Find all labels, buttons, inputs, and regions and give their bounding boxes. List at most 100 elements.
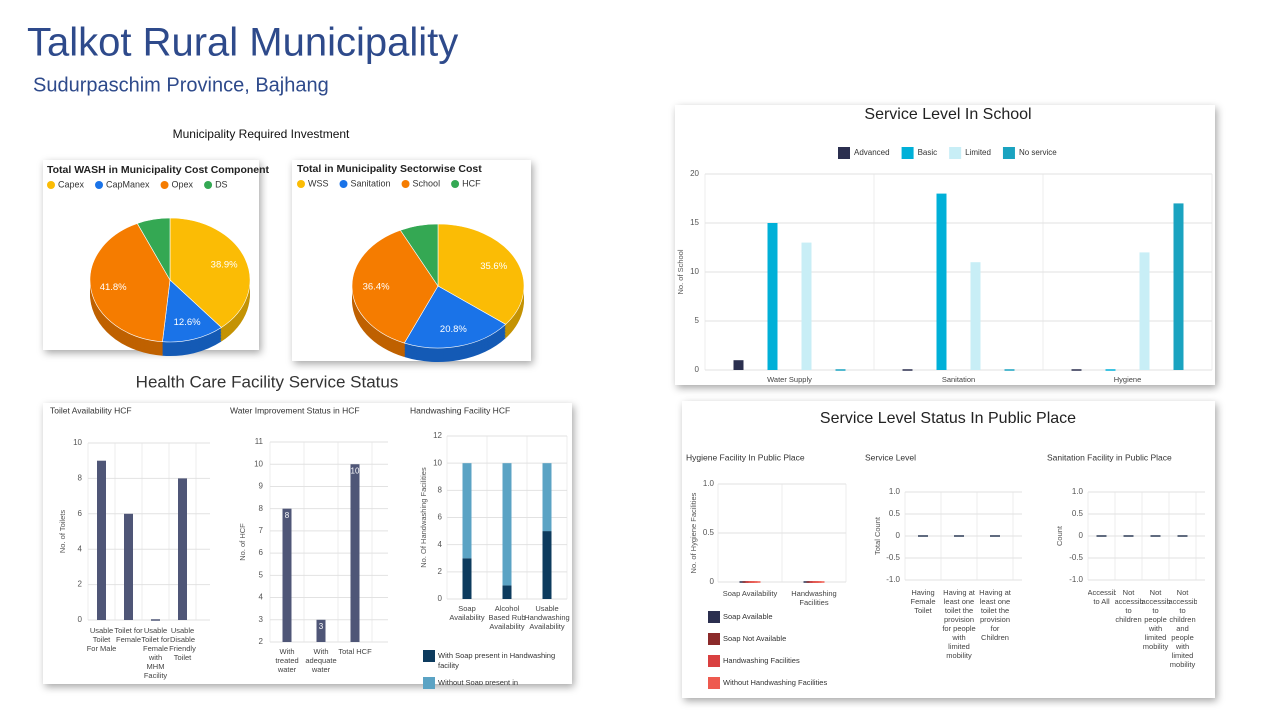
legend-label: Without Handwashing Facilities <box>723 678 828 687</box>
x-tick-label: Hygiene <box>1113 375 1142 384</box>
y-tick-label: 1.0 <box>889 487 901 496</box>
legend-label-box: Soap Not Available <box>723 634 787 643</box>
legend-marker <box>95 181 104 189</box>
legend-marker <box>47 181 55 189</box>
legend-marker <box>423 677 435 689</box>
data-label: 8 <box>285 511 290 520</box>
x-tick-label-box: Not accessible to children and people wi… <box>1169 588 1197 669</box>
bar <box>151 619 160 621</box>
bar <box>97 460 106 620</box>
bar <box>462 463 472 559</box>
x-tick-label-box: Usable Handwashing Availability <box>524 604 569 631</box>
y-tick-label: 6 <box>438 513 443 522</box>
x-tick-label: Soap Availability <box>722 589 778 598</box>
legend-label: WSS <box>308 178 329 188</box>
y-tick-label: -1.0 <box>1069 575 1083 584</box>
bar <box>1096 535 1107 537</box>
y-tick-label: 0 <box>78 615 83 624</box>
bar <box>970 262 981 370</box>
legend-marker <box>339 180 348 188</box>
y-axis-label: No. of School <box>676 249 685 294</box>
pie-slice <box>437 223 525 325</box>
y-tick-label: 5 <box>259 570 264 579</box>
chart-title: Service Level <box>865 452 916 462</box>
bar <box>462 558 472 599</box>
x-tick-label-box: Usable Toilet For Male <box>87 626 117 653</box>
y-tick-label: 2 <box>259 637 264 646</box>
x-tick-label-box: Hygiene <box>1113 375 1142 384</box>
legend-marker <box>297 180 305 188</box>
y-tick-label: 20 <box>690 169 699 178</box>
bar <box>1150 535 1161 537</box>
pie-slice <box>162 279 222 343</box>
chart-title: Toilet Availability HCF <box>50 405 132 415</box>
page-subtitle: Sudurpaschim Province, Bajhang <box>33 74 329 96</box>
x-tick-label-box: Alcohol Based Rub Availability <box>488 604 525 631</box>
x-tick-label-box: With treated water <box>275 647 299 674</box>
legend-label: Soap Not Available <box>723 634 787 643</box>
x-tick-label-box: Handwashing Facilities <box>791 589 836 607</box>
x-tick-label-box: Toilet for Female <box>114 626 142 644</box>
x-tick-label: With treated water <box>275 647 299 674</box>
y-tick-label: 15 <box>690 218 699 227</box>
x-tick-label-box: Sanitation <box>941 375 976 384</box>
bar <box>835 369 846 371</box>
y-tick-label: 4 <box>78 544 83 553</box>
y-tick-label: 0.5 <box>703 528 715 537</box>
pie-slice <box>136 217 171 282</box>
y-axis-label: Count <box>1055 525 1064 546</box>
y-tick-label: 0 <box>695 365 700 374</box>
legend-marker <box>423 650 435 662</box>
bar <box>316 619 326 642</box>
y-tick-label: 10 <box>254 459 263 468</box>
data-label: 41.8% <box>100 282 127 293</box>
legend-label: Sanitation <box>351 178 391 188</box>
bar <box>282 508 292 642</box>
x-tick-label: Usable Disable Friendly Toilet <box>169 626 196 662</box>
x-tick-label: Usable Toilet for Female with MHM Facili… <box>141 626 170 680</box>
y-tick-label: 9 <box>259 482 264 491</box>
legend-marker <box>160 181 169 189</box>
y-tick-label: 6 <box>78 509 83 518</box>
x-tick-label: Water Supply <box>767 375 812 384</box>
x-tick-label-box: Soap Availability <box>449 604 484 622</box>
bar <box>542 531 552 599</box>
x-tick-label-box: Having at least one toilet the provision… <box>979 588 1011 642</box>
y-tick-label: 10 <box>73 438 82 447</box>
chart-title: Hygiene Facility In Public Place <box>686 452 805 462</box>
x-tick-label: Sanitation <box>941 375 976 384</box>
section-heading: Municipality Required Investment <box>173 127 350 141</box>
y-tick-label: 1.0 <box>1072 487 1084 496</box>
legend-label: School <box>413 178 441 188</box>
chart-title: Total WASH in Municipality Cost Componen… <box>47 164 270 176</box>
bar <box>178 478 187 620</box>
x-tick-label: Not accessible to people with limited mo… <box>1141 588 1170 651</box>
x-tick-label-box: Not accessible to people with limited mo… <box>1141 588 1170 651</box>
pie-slice <box>403 285 507 349</box>
legend-label: Handwashing Facilities <box>723 656 800 665</box>
bar <box>350 464 360 642</box>
chart-title: Service Level In School <box>864 106 1031 123</box>
data-label: 12.6% <box>174 317 201 328</box>
y-tick-label: 11 <box>255 437 264 446</box>
y-tick-label: 10 <box>433 458 442 467</box>
x-tick-label-box: Having at least one toilet the provision… <box>942 588 975 660</box>
x-tick-label-box: Total HCF <box>338 647 371 656</box>
y-tick-label: -1.0 <box>886 575 900 584</box>
bar <box>936 193 947 370</box>
x-tick-label-box: Having Female Toilet <box>910 588 935 615</box>
legend-label: With Soap present in Handwashing facilit… <box>438 651 556 670</box>
bar <box>502 585 512 599</box>
y-tick-label: 2 <box>438 567 443 576</box>
legend-label: Soap Available <box>723 612 773 621</box>
bar <box>1105 369 1116 371</box>
x-tick-label-box: Usable Disable Friendly Toilet <box>169 626 196 662</box>
bar <box>748 581 761 583</box>
data-label: 38.9% <box>211 259 238 270</box>
data-label: 3 <box>319 622 324 631</box>
x-tick-label-box: Accessible to All <box>1088 588 1116 606</box>
y-tick-label: 8 <box>438 485 443 494</box>
legend-label: Basic <box>918 148 938 157</box>
bar <box>1004 369 1015 371</box>
legend-marker <box>708 611 720 623</box>
